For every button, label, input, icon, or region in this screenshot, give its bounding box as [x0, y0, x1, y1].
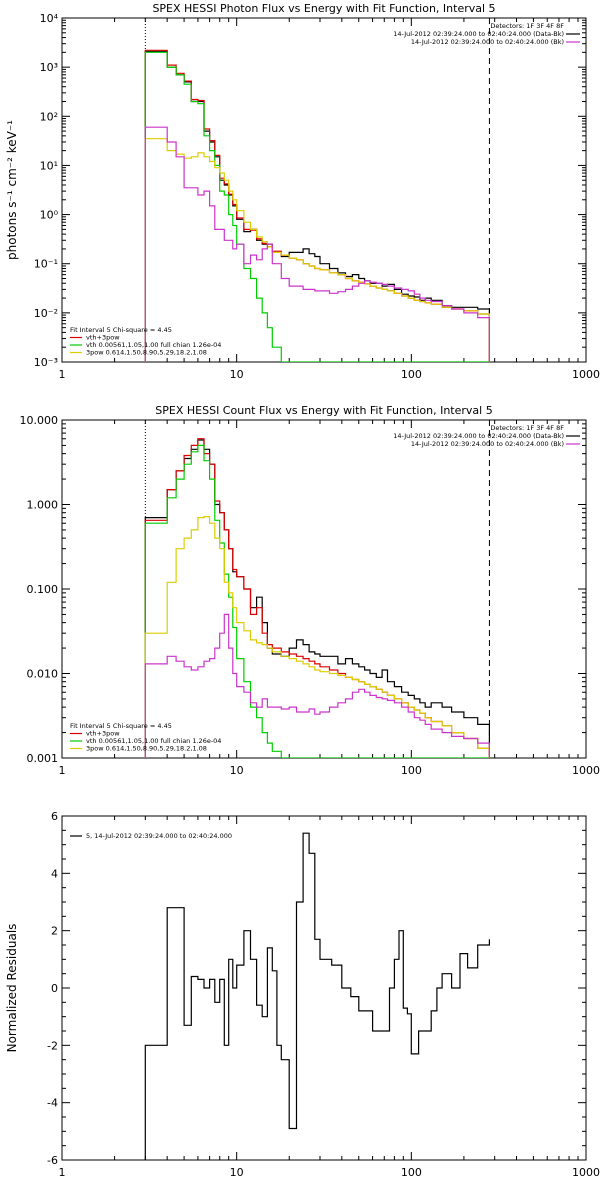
x-tick-label: 100 [401, 368, 422, 381]
chart-title: SPEX HESSI Count Flux vs Energy with Fit… [155, 404, 492, 417]
plot-frame [61, 17, 587, 363]
chart-title: SPEX HESSI Photon Flux vs Energy with Fi… [152, 2, 495, 15]
x-tick-label: 1 [59, 368, 66, 381]
y-tick-label: 10⁰ [40, 209, 59, 222]
y-axis-label: photons s⁻¹ cm⁻² keV⁻¹ [5, 120, 19, 260]
series-line-1 [144, 439, 490, 758]
series-line-5 [144, 126, 490, 362]
series-line-2 [144, 49, 490, 362]
x-tick-label: 1000 [572, 1166, 600, 1179]
x-tick-label: 1 [59, 1166, 66, 1179]
legend-left-entry: 3pow 0.614,1.50,8.90,5.29,18.2,1.08 [86, 349, 207, 357]
y-tick-label: 2 [51, 925, 58, 938]
y-tick-label: 10⁴ [40, 12, 59, 25]
legend-left-entry: vth+3pow [86, 730, 120, 738]
y-tick-label: 0 [51, 982, 58, 995]
plot-frame [61, 419, 587, 759]
panel-1: SPEX HESSI Photon Flux vs Energy with Fi… [5, 2, 600, 381]
series-line-3 [144, 444, 490, 758]
legend-right-entry: 14-Jul-2012 02:39:24.000 to 02:40:24.000… [393, 30, 564, 38]
legend-right-entry: 14-Jul-2012 02:39:24.000 to 02:40:24.000… [393, 432, 564, 440]
legend-left-entry: vth+3pow [86, 334, 120, 342]
y-tick-label: 10⁻² [34, 307, 58, 320]
legend-left-entry: Fit Interval 5 Chi-square = 4.45 [70, 326, 172, 334]
x-tick-label: 1000 [572, 764, 600, 777]
y-tick-label: 10² [40, 110, 58, 123]
series-line-5 [144, 613, 490, 758]
y-tick-label: 0.010 [27, 668, 59, 681]
x-tick-label: 1 [59, 764, 66, 777]
legend-right-entry: Detectors: 1F 3F 4F 8F [490, 424, 564, 432]
series-line-4 [144, 516, 490, 758]
y-tick-label: 0.100 [27, 583, 59, 596]
y-tick-label: 6 [51, 810, 58, 823]
x-tick-label: 10 [230, 1166, 244, 1179]
plot-frame [61, 815, 587, 1161]
y-tick-label: 1.000 [27, 499, 59, 512]
x-tick-label: 10 [230, 764, 244, 777]
x-tick-label: 1000 [572, 368, 600, 381]
panel-2: SPEX HESSI Count Flux vs Energy with Fit… [20, 404, 600, 777]
series-line-3 [144, 51, 490, 362]
panel-3: 1 10 100 1000 -6 -4 -2 0 2 4 6 Normalized Residuals… [5, 810, 600, 1179]
x-tick-label: 100 [401, 764, 422, 777]
series-line-2 [144, 438, 490, 758]
y-tick-label: 10.000 [20, 414, 59, 427]
legend-right-entry: Detectors: 1F 3F 4F 8F [490, 22, 564, 30]
y-tick-label: -6 [47, 1154, 58, 1167]
x-tick-label: 10 [230, 368, 244, 381]
y-tick-label: -2 [47, 1039, 58, 1052]
series-line-1 [144, 832, 490, 1160]
legend-left-entry: vth 0.00561,1.05,1.00 full chian 1.26e-0… [86, 737, 221, 745]
y-tick-label: 4 [51, 867, 58, 880]
legend-left-entry: vth 0.00561,1.05,1.00 full chian 1.26e-0… [86, 341, 221, 349]
y-tick-label: -4 [47, 1097, 58, 1110]
y-tick-label: 10³ [40, 61, 58, 74]
series-line-1 [144, 50, 490, 362]
x-tick-label: 100 [401, 1166, 422, 1179]
series-line-4 [144, 138, 490, 362]
legend-left-entry: 3pow 0.614,1.50,8.90,5.29,18.2,1.08 [86, 745, 207, 753]
y-tick-label: 10¹ [40, 159, 58, 172]
y-tick-label: 10⁻¹ [34, 258, 58, 271]
legend-right-entry: 14-Jul-2012 02:39:24.000 to 02:40:24.000… [411, 38, 564, 46]
y-axis-label: Normalized Residuals [5, 924, 19, 1053]
y-tick-label: 0.001 [27, 752, 59, 765]
legend-left-entry: 5, 14-Jul-2012 02:39:24.000 to 02:40:24.… [86, 832, 232, 840]
legend-left-entry: Fit Interval 5 Chi-square = 4.45 [70, 722, 172, 730]
y-tick-label: 10⁻³ [34, 356, 58, 369]
legend-right-entry: 14-Jul-2012 02:39:24.000 to 02:40:24.000… [411, 440, 564, 448]
